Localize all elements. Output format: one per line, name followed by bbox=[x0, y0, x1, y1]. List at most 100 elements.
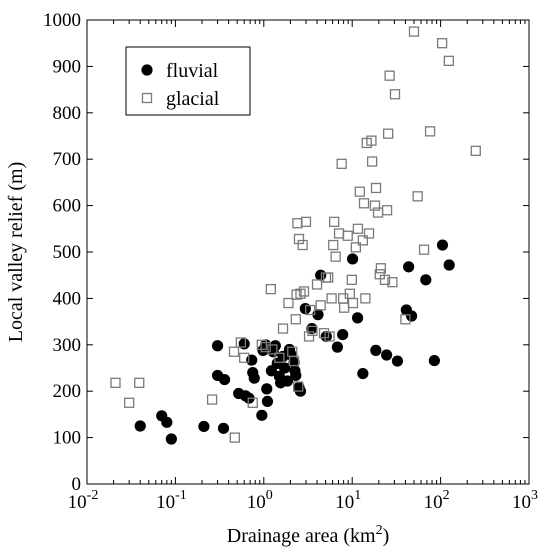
fluvial-point bbox=[198, 420, 210, 433]
x-tick-label: 102 bbox=[424, 488, 450, 513]
glacial-point bbox=[352, 223, 364, 234]
y-tick-label: 600 bbox=[53, 196, 82, 217]
glacial-point bbox=[333, 228, 345, 239]
glacial-point bbox=[256, 339, 267, 350]
glacial-point bbox=[328, 239, 339, 251]
legend: fluvial glacial bbox=[125, 46, 251, 116]
fluvial-point bbox=[381, 349, 393, 361]
glacial-point bbox=[363, 228, 375, 239]
glacial-point bbox=[228, 346, 240, 357]
glacial-point bbox=[408, 26, 420, 37]
legend-glacial-label: glacial bbox=[166, 88, 220, 110]
glacial-point bbox=[338, 302, 350, 313]
fluvial-point bbox=[420, 274, 432, 286]
fluvial-point bbox=[261, 383, 273, 395]
fluvial-point bbox=[315, 269, 327, 281]
glacial-point bbox=[315, 300, 326, 311]
glacial-point bbox=[300, 216, 312, 227]
glacial-point bbox=[336, 158, 347, 169]
glacial-point bbox=[293, 381, 304, 392]
glacial-point bbox=[293, 233, 305, 245]
legend-glacial-marker bbox=[141, 92, 153, 104]
glacial-point bbox=[374, 269, 385, 280]
fluvial-point bbox=[281, 375, 294, 387]
glacial-point bbox=[134, 377, 145, 388]
fluvial-point bbox=[279, 362, 291, 374]
fluvial-point bbox=[161, 416, 173, 428]
glacial-point bbox=[381, 205, 393, 216]
y-tick-label: 300 bbox=[53, 335, 82, 356]
data-points bbox=[110, 26, 481, 445]
glacial-point bbox=[290, 314, 301, 325]
glacial-point bbox=[387, 277, 398, 288]
glacial-point bbox=[292, 218, 303, 229]
glacial-point bbox=[366, 135, 377, 146]
fluvial-point bbox=[248, 372, 260, 384]
fluvial-point bbox=[238, 338, 250, 350]
glacial-point bbox=[382, 128, 394, 139]
glacial-point bbox=[265, 283, 276, 295]
glacial-point bbox=[297, 239, 308, 251]
glacial-point bbox=[329, 216, 340, 227]
glacial-point bbox=[342, 230, 353, 241]
fluvial-point bbox=[403, 261, 415, 273]
fluvial-point bbox=[357, 367, 369, 380]
fluvial-point bbox=[290, 369, 302, 382]
fluvial-point bbox=[269, 340, 281, 352]
glacial-point bbox=[350, 242, 362, 253]
glacial-point bbox=[326, 293, 337, 304]
y-tick-label: 800 bbox=[53, 103, 82, 124]
fluvial-point bbox=[351, 312, 364, 324]
glacial-point bbox=[110, 377, 121, 388]
legend-fluvial-marker bbox=[141, 64, 153, 76]
glacial-point bbox=[298, 286, 310, 297]
y-tick-label: 500 bbox=[53, 242, 82, 263]
legend-box bbox=[125, 46, 251, 116]
y-tick-label: 100 bbox=[53, 428, 82, 449]
glacial-point bbox=[323, 272, 334, 283]
glacial-point bbox=[324, 331, 335, 342]
y-tick-label: 400 bbox=[53, 288, 82, 309]
glacial-point bbox=[358, 198, 370, 209]
glacial-point bbox=[288, 355, 300, 367]
fluvial-point bbox=[428, 354, 440, 367]
glacial-point bbox=[357, 235, 369, 246]
fluvial-point bbox=[436, 239, 449, 251]
glacial-point bbox=[384, 70, 395, 81]
axis-tick-labels: 0 100 200 300 400 500 600 700 800 900 1000 10-2 10-1… bbox=[43, 10, 538, 513]
glacial-point bbox=[369, 200, 381, 211]
glacial-point bbox=[443, 55, 455, 66]
glacial-point bbox=[347, 297, 359, 309]
fluvial-point bbox=[391, 355, 404, 367]
fluvial-point bbox=[134, 420, 146, 432]
glacial-point bbox=[470, 145, 481, 156]
glacial-point bbox=[360, 293, 371, 304]
fluvial-point bbox=[211, 340, 224, 352]
glacial-point bbox=[229, 432, 240, 443]
glacial-point bbox=[206, 394, 218, 405]
glacial-point bbox=[283, 297, 294, 309]
glacial-point bbox=[400, 314, 411, 325]
fluvial-point bbox=[261, 395, 274, 408]
glacial-point bbox=[307, 325, 318, 337]
fluvial-point bbox=[217, 422, 230, 434]
glacial-point bbox=[354, 186, 365, 197]
glacial-point bbox=[318, 328, 330, 339]
glacial-point bbox=[235, 337, 246, 348]
legend-fluvial-label: fluvial bbox=[166, 60, 219, 82]
x-tick-label: 10-2 bbox=[68, 488, 99, 513]
y-tick-label: 700 bbox=[53, 149, 82, 170]
x-tick-label: 100 bbox=[247, 488, 273, 513]
y-tick-label: 900 bbox=[53, 56, 82, 77]
axis-ticks bbox=[86, 19, 530, 485]
glacial-point bbox=[379, 274, 391, 285]
fluvial-point bbox=[337, 328, 349, 341]
glacial-point bbox=[239, 352, 250, 363]
fluvial-point bbox=[346, 253, 359, 265]
glacial-point bbox=[370, 182, 382, 194]
glacial-point bbox=[124, 397, 135, 408]
fluvial-point bbox=[246, 354, 258, 366]
glacial-point bbox=[436, 38, 448, 49]
fluvial-point bbox=[218, 374, 231, 386]
